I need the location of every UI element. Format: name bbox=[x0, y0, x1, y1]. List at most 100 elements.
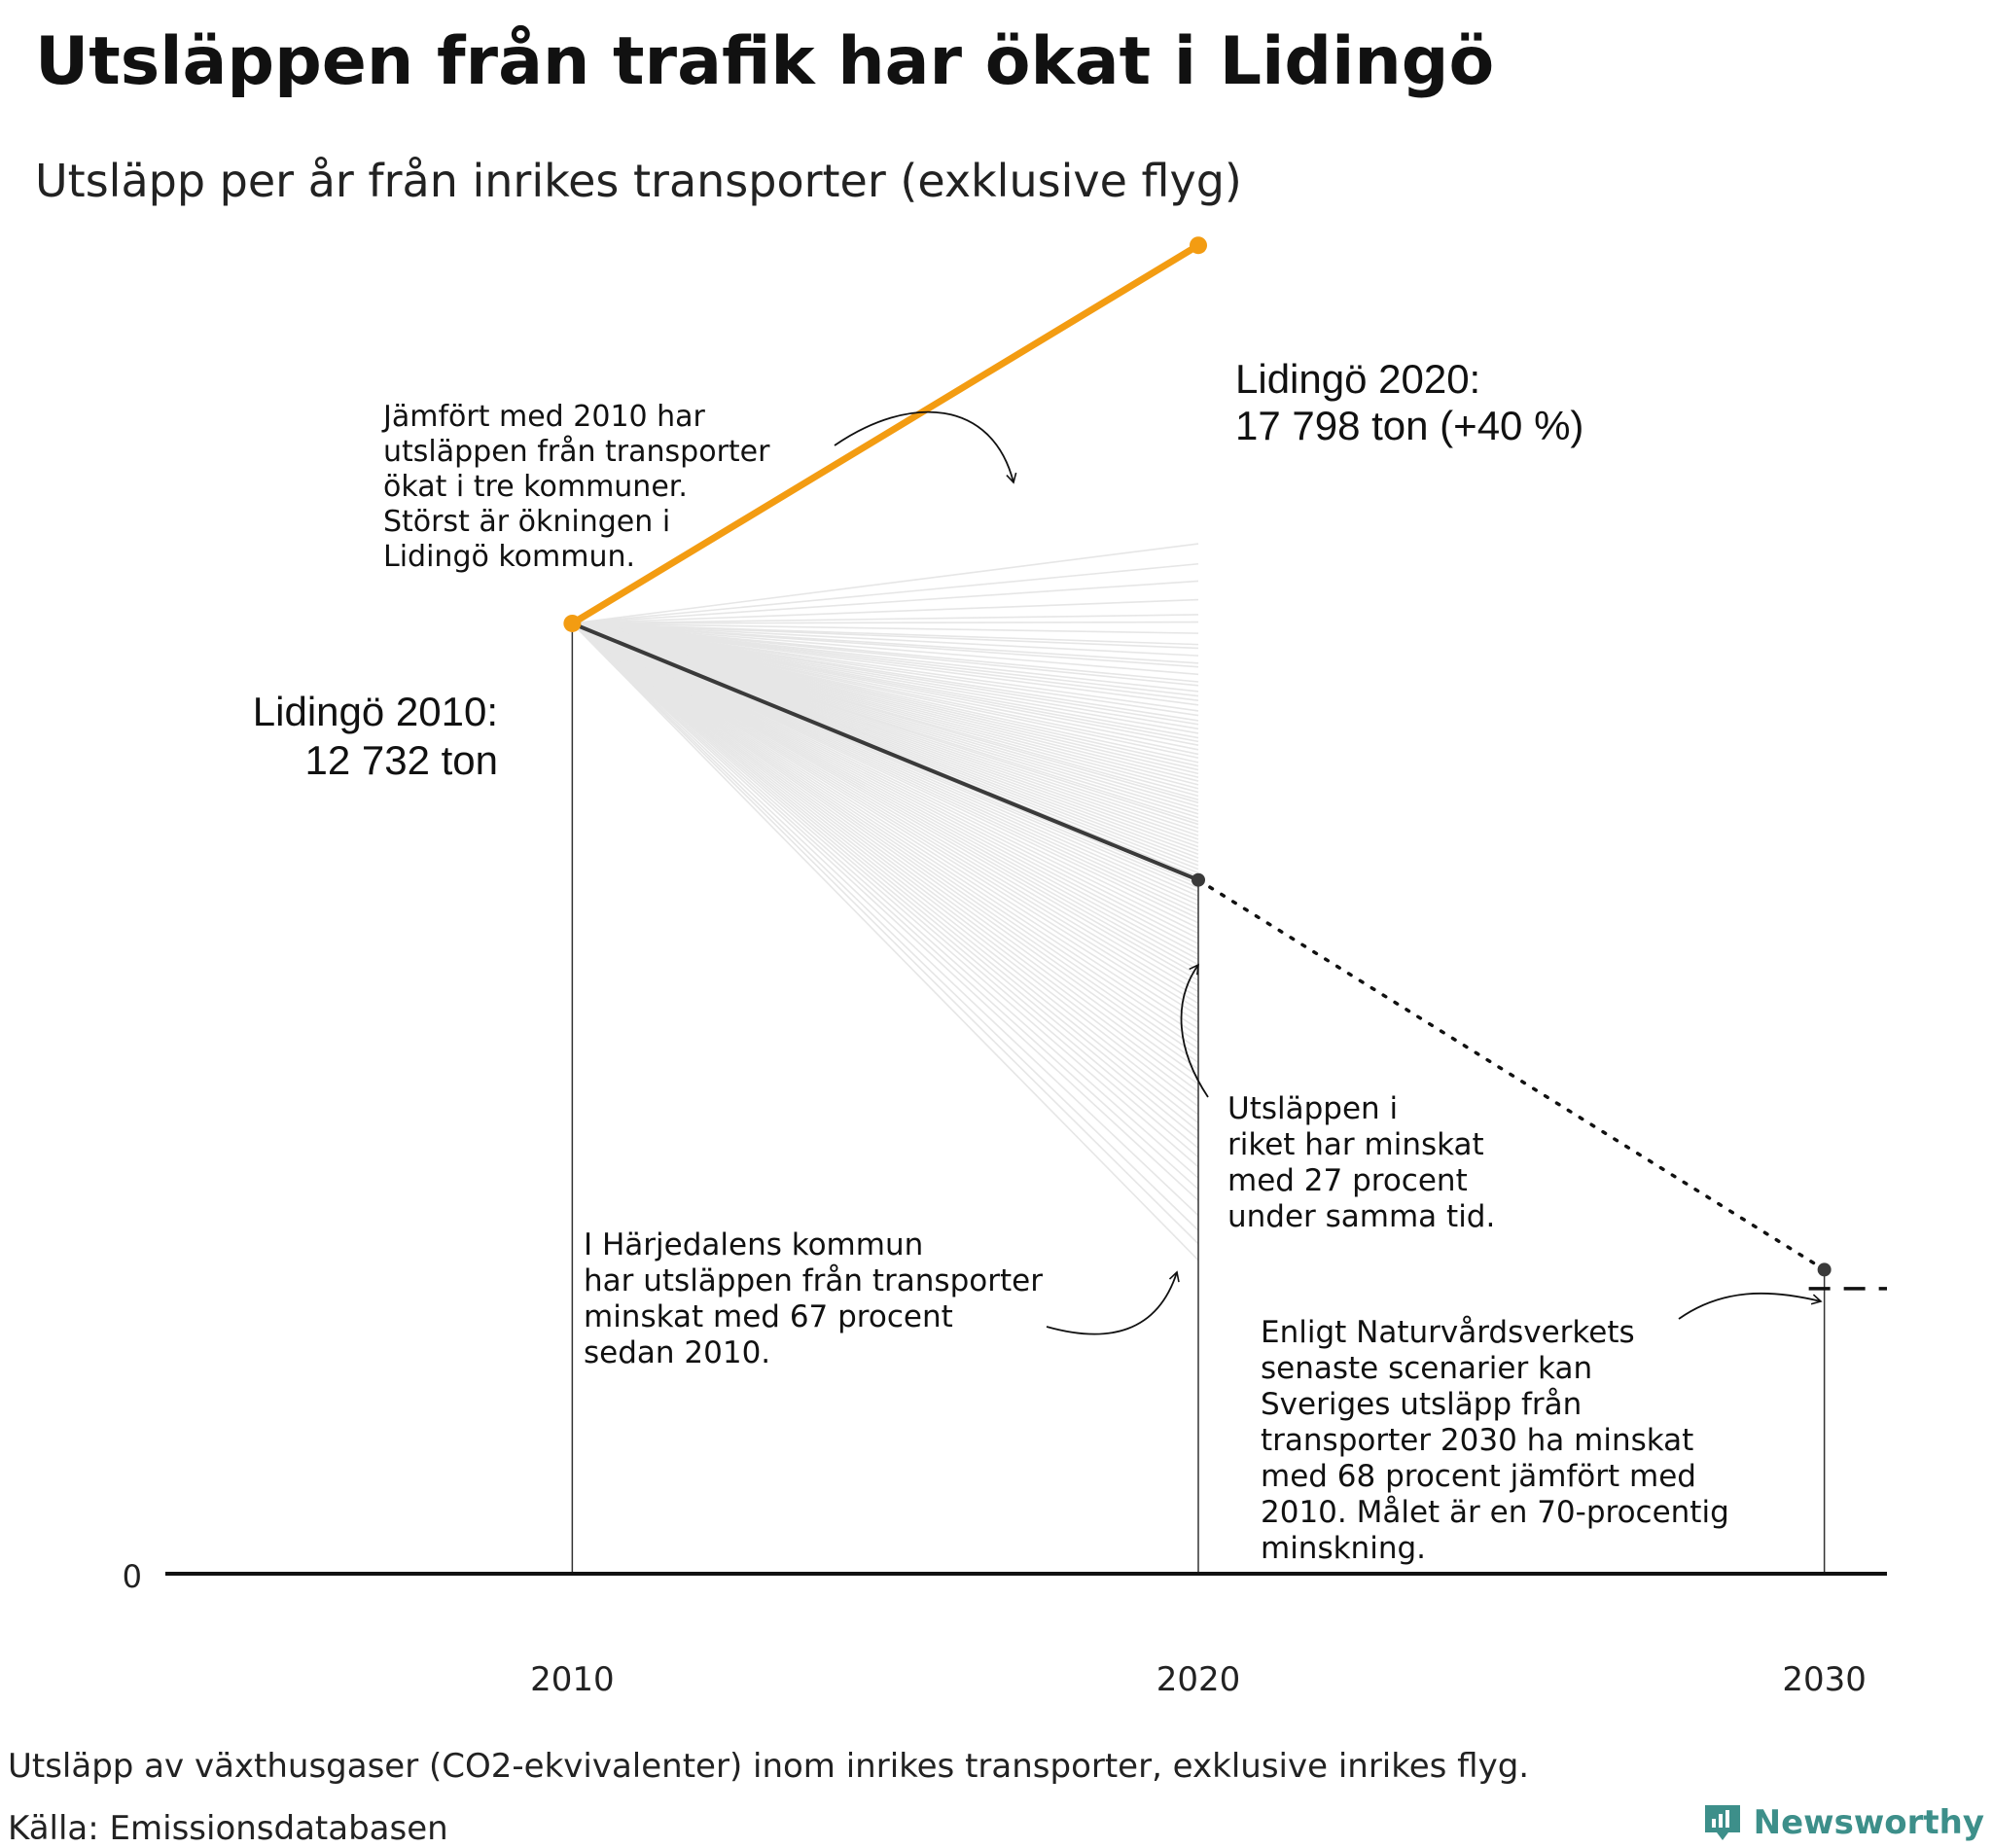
municipality-line bbox=[572, 622, 1199, 668]
lidingo-2020-point bbox=[1190, 236, 1207, 255]
municipality-line bbox=[572, 622, 1199, 634]
municipality-line bbox=[571, 622, 1199, 1262]
background-lines bbox=[571, 543, 1199, 1262]
national-note-line: med 27 procent bbox=[1227, 1163, 1468, 1198]
municipality-line bbox=[571, 622, 1199, 1092]
municipality-line bbox=[571, 622, 1199, 1179]
scenario-note-line: senaste scenarier kan bbox=[1261, 1351, 1592, 1386]
municipality-line bbox=[571, 622, 1199, 1037]
municipality-line bbox=[571, 622, 1199, 1150]
municipality-line bbox=[571, 622, 1199, 1078]
lidingo-2010-point bbox=[563, 614, 582, 632]
y-tick-label: 0 bbox=[123, 1558, 142, 1595]
municipality-line bbox=[571, 622, 1199, 1050]
municipality-line bbox=[572, 543, 1199, 624]
municipality-line bbox=[571, 622, 1199, 1132]
municipality-line bbox=[571, 622, 1199, 1108]
municipality-line bbox=[571, 622, 1199, 1116]
municipality-line bbox=[572, 580, 1199, 624]
newsworthy-logo-icon bbox=[1704, 1805, 1740, 1840]
harjedalen-note-line: sedan 2010. bbox=[584, 1335, 770, 1370]
municipality-line bbox=[572, 562, 1199, 624]
municipality-line bbox=[572, 622, 1199, 650]
harjedalen-note-line: minskat med 67 procent bbox=[584, 1299, 953, 1334]
municipality-line bbox=[571, 622, 1199, 1141]
lidingo-2010-label: Lidingö 2010: bbox=[253, 689, 498, 734]
national-projection-line bbox=[1196, 877, 1827, 1272]
scenario-arrow bbox=[1678, 1292, 1823, 1320]
harjedalen-note-line: har utsläppen från transporter bbox=[584, 1263, 1043, 1298]
scenario-note-line: transporter 2030 ha minskat bbox=[1261, 1423, 1693, 1458]
municipality-line bbox=[571, 622, 1199, 1005]
municipality-line bbox=[571, 622, 1199, 1217]
increase-note-line: utsläppen från transporter bbox=[383, 435, 770, 469]
municipality-line bbox=[572, 622, 1199, 929]
municipality-line bbox=[572, 598, 1199, 624]
lidingo-2010-value: 12 732 ton bbox=[304, 737, 498, 783]
scenario-note-line: med 68 procent jämfört med bbox=[1261, 1459, 1696, 1494]
series bbox=[563, 236, 1887, 1291]
national-arrow bbox=[1180, 963, 1209, 1098]
increase-note-line: Störst är ökningen i bbox=[383, 505, 670, 539]
municipality-line bbox=[571, 622, 1199, 1057]
increase-note-line: Lidingö kommun. bbox=[383, 540, 635, 574]
national-2030-point bbox=[1817, 1262, 1832, 1277]
source-note: Källa: Emissionsdatabasen bbox=[8, 1809, 448, 1848]
municipality-line bbox=[572, 621, 1199, 624]
increase-note-line: Jämfört med 2010 har bbox=[381, 400, 706, 434]
municipality-line bbox=[571, 622, 1199, 1201]
municipality-line bbox=[572, 614, 1199, 624]
municipality-line bbox=[571, 622, 1199, 1011]
municipality-line bbox=[572, 622, 1199, 706]
axes: 0 2010 2020 2030 bbox=[123, 1558, 1887, 1699]
scenario-note-line: Enligt Naturvårdsverkets bbox=[1261, 1315, 1635, 1350]
municipality-line bbox=[571, 622, 1199, 987]
municipality-line bbox=[571, 622, 1199, 999]
municipality-line bbox=[571, 622, 1199, 1124]
scenario-note-line: 2010. Målet är en 70-procentig bbox=[1261, 1495, 1729, 1530]
labels: Lidingö 2010:12 732 ton Lidingö 2020:17 7… bbox=[253, 356, 1729, 1566]
municipality-line bbox=[571, 622, 1199, 993]
municipality-line bbox=[572, 622, 1199, 676]
municipality-line bbox=[572, 622, 1199, 717]
scenario-note-line: minskning. bbox=[1261, 1531, 1426, 1566]
brand-name: Newsworthy bbox=[1753, 1803, 1984, 1842]
increase-note-line: ökat i tre kommuner. bbox=[383, 470, 688, 504]
lidingo-2020-label: Lidingö 2020: bbox=[1235, 356, 1480, 402]
annotation-arrows bbox=[834, 410, 1823, 1335]
national-note-line: under samma tid. bbox=[1227, 1199, 1495, 1234]
footnote: Utsläpp av växthusgaser (CO2-ekvivalente… bbox=[8, 1747, 1530, 1786]
municipality-line bbox=[571, 622, 1199, 1016]
municipality-line bbox=[571, 622, 1199, 1070]
harjedalen-arrow bbox=[1046, 1270, 1180, 1335]
x-tick-label: 2020 bbox=[1156, 1660, 1241, 1699]
national-note-line: Utsläppen i bbox=[1227, 1091, 1398, 1126]
municipality-line bbox=[571, 622, 1199, 1044]
chart-title: Utsläppen från trafik har ökat i Lidingö bbox=[35, 23, 1495, 100]
municipality-line bbox=[572, 622, 1199, 687]
lidingo-line bbox=[568, 241, 1202, 627]
municipality-line bbox=[571, 622, 1199, 1023]
municipality-line bbox=[571, 622, 1199, 1064]
municipality-line bbox=[571, 622, 1199, 1191]
harjedalen-note-line: I Härjedalens kommun bbox=[584, 1227, 923, 1262]
municipality-line bbox=[571, 622, 1199, 1100]
national-line bbox=[571, 622, 1199, 882]
year-guides bbox=[571, 622, 1826, 1574]
municipality-line bbox=[571, 622, 1199, 1245]
x-tick-label: 2030 bbox=[1782, 1660, 1867, 1699]
municipality-line bbox=[572, 622, 1199, 657]
brand: Newsworthy bbox=[1701, 1801, 1984, 1844]
national-2020-point bbox=[1192, 872, 1205, 887]
chart-subtitle: Utsläpp per år från inrikes transporter … bbox=[35, 155, 1242, 207]
municipality-line bbox=[572, 622, 1199, 924]
municipality-line bbox=[571, 622, 1199, 1158]
municipality-line bbox=[571, 622, 1199, 1231]
lidingo-2020-value: 17 798 ton (+40 %) bbox=[1235, 403, 1583, 448]
increase-arrow bbox=[834, 410, 1017, 484]
national-note-line: riket har minskat bbox=[1227, 1127, 1484, 1162]
municipality-line bbox=[571, 622, 1199, 1085]
x-tick-label: 2010 bbox=[530, 1660, 615, 1699]
municipality-line bbox=[571, 622, 1199, 1030]
